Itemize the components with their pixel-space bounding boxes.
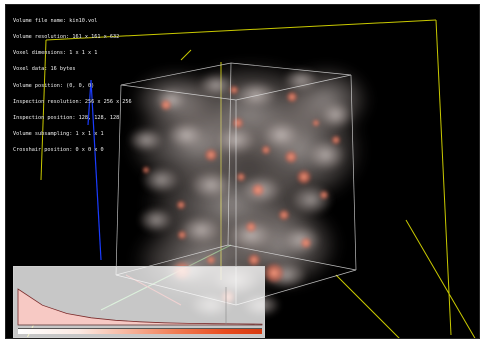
volume-render-viewport[interactable]: Volume file name: kin10.vol Volume resol… (5, 4, 480, 339)
info-line: Volume file name: kin10.vol (13, 17, 98, 24)
inspection-bounding-box (115, 62, 357, 306)
info-line: Volume subsampling: 1 x 1 x 1 (13, 131, 104, 138)
info-line: Voxel dimensions: 1 x 1 x 1 (13, 50, 98, 57)
blue-axis-lines (87, 79, 102, 261)
color-map-bar[interactable] (18, 328, 262, 334)
transfer-function-panel[interactable] (13, 266, 265, 338)
info-line: Inspection position: 128, 128, 128 (13, 115, 120, 122)
volume-info-overlay: Volume file name: kin10.vol Volume resol… (13, 8, 132, 165)
info-line: Volume resolution: 161 x 161 x 632 (13, 34, 120, 41)
opacity-curve[interactable] (17, 288, 263, 326)
info-line: Volume position: (0, 0, 0) (13, 82, 95, 89)
info-line: Voxel data: 16 bytes (13, 66, 76, 73)
scene-canvas[interactable] (6, 5, 480, 339)
info-line: Crosshair position: 0 x 0 x 0 (13, 147, 104, 154)
info-line: Inspection resolution: 256 x 256 x 256 (13, 98, 132, 105)
transfer-function-graph[interactable] (14, 267, 266, 339)
